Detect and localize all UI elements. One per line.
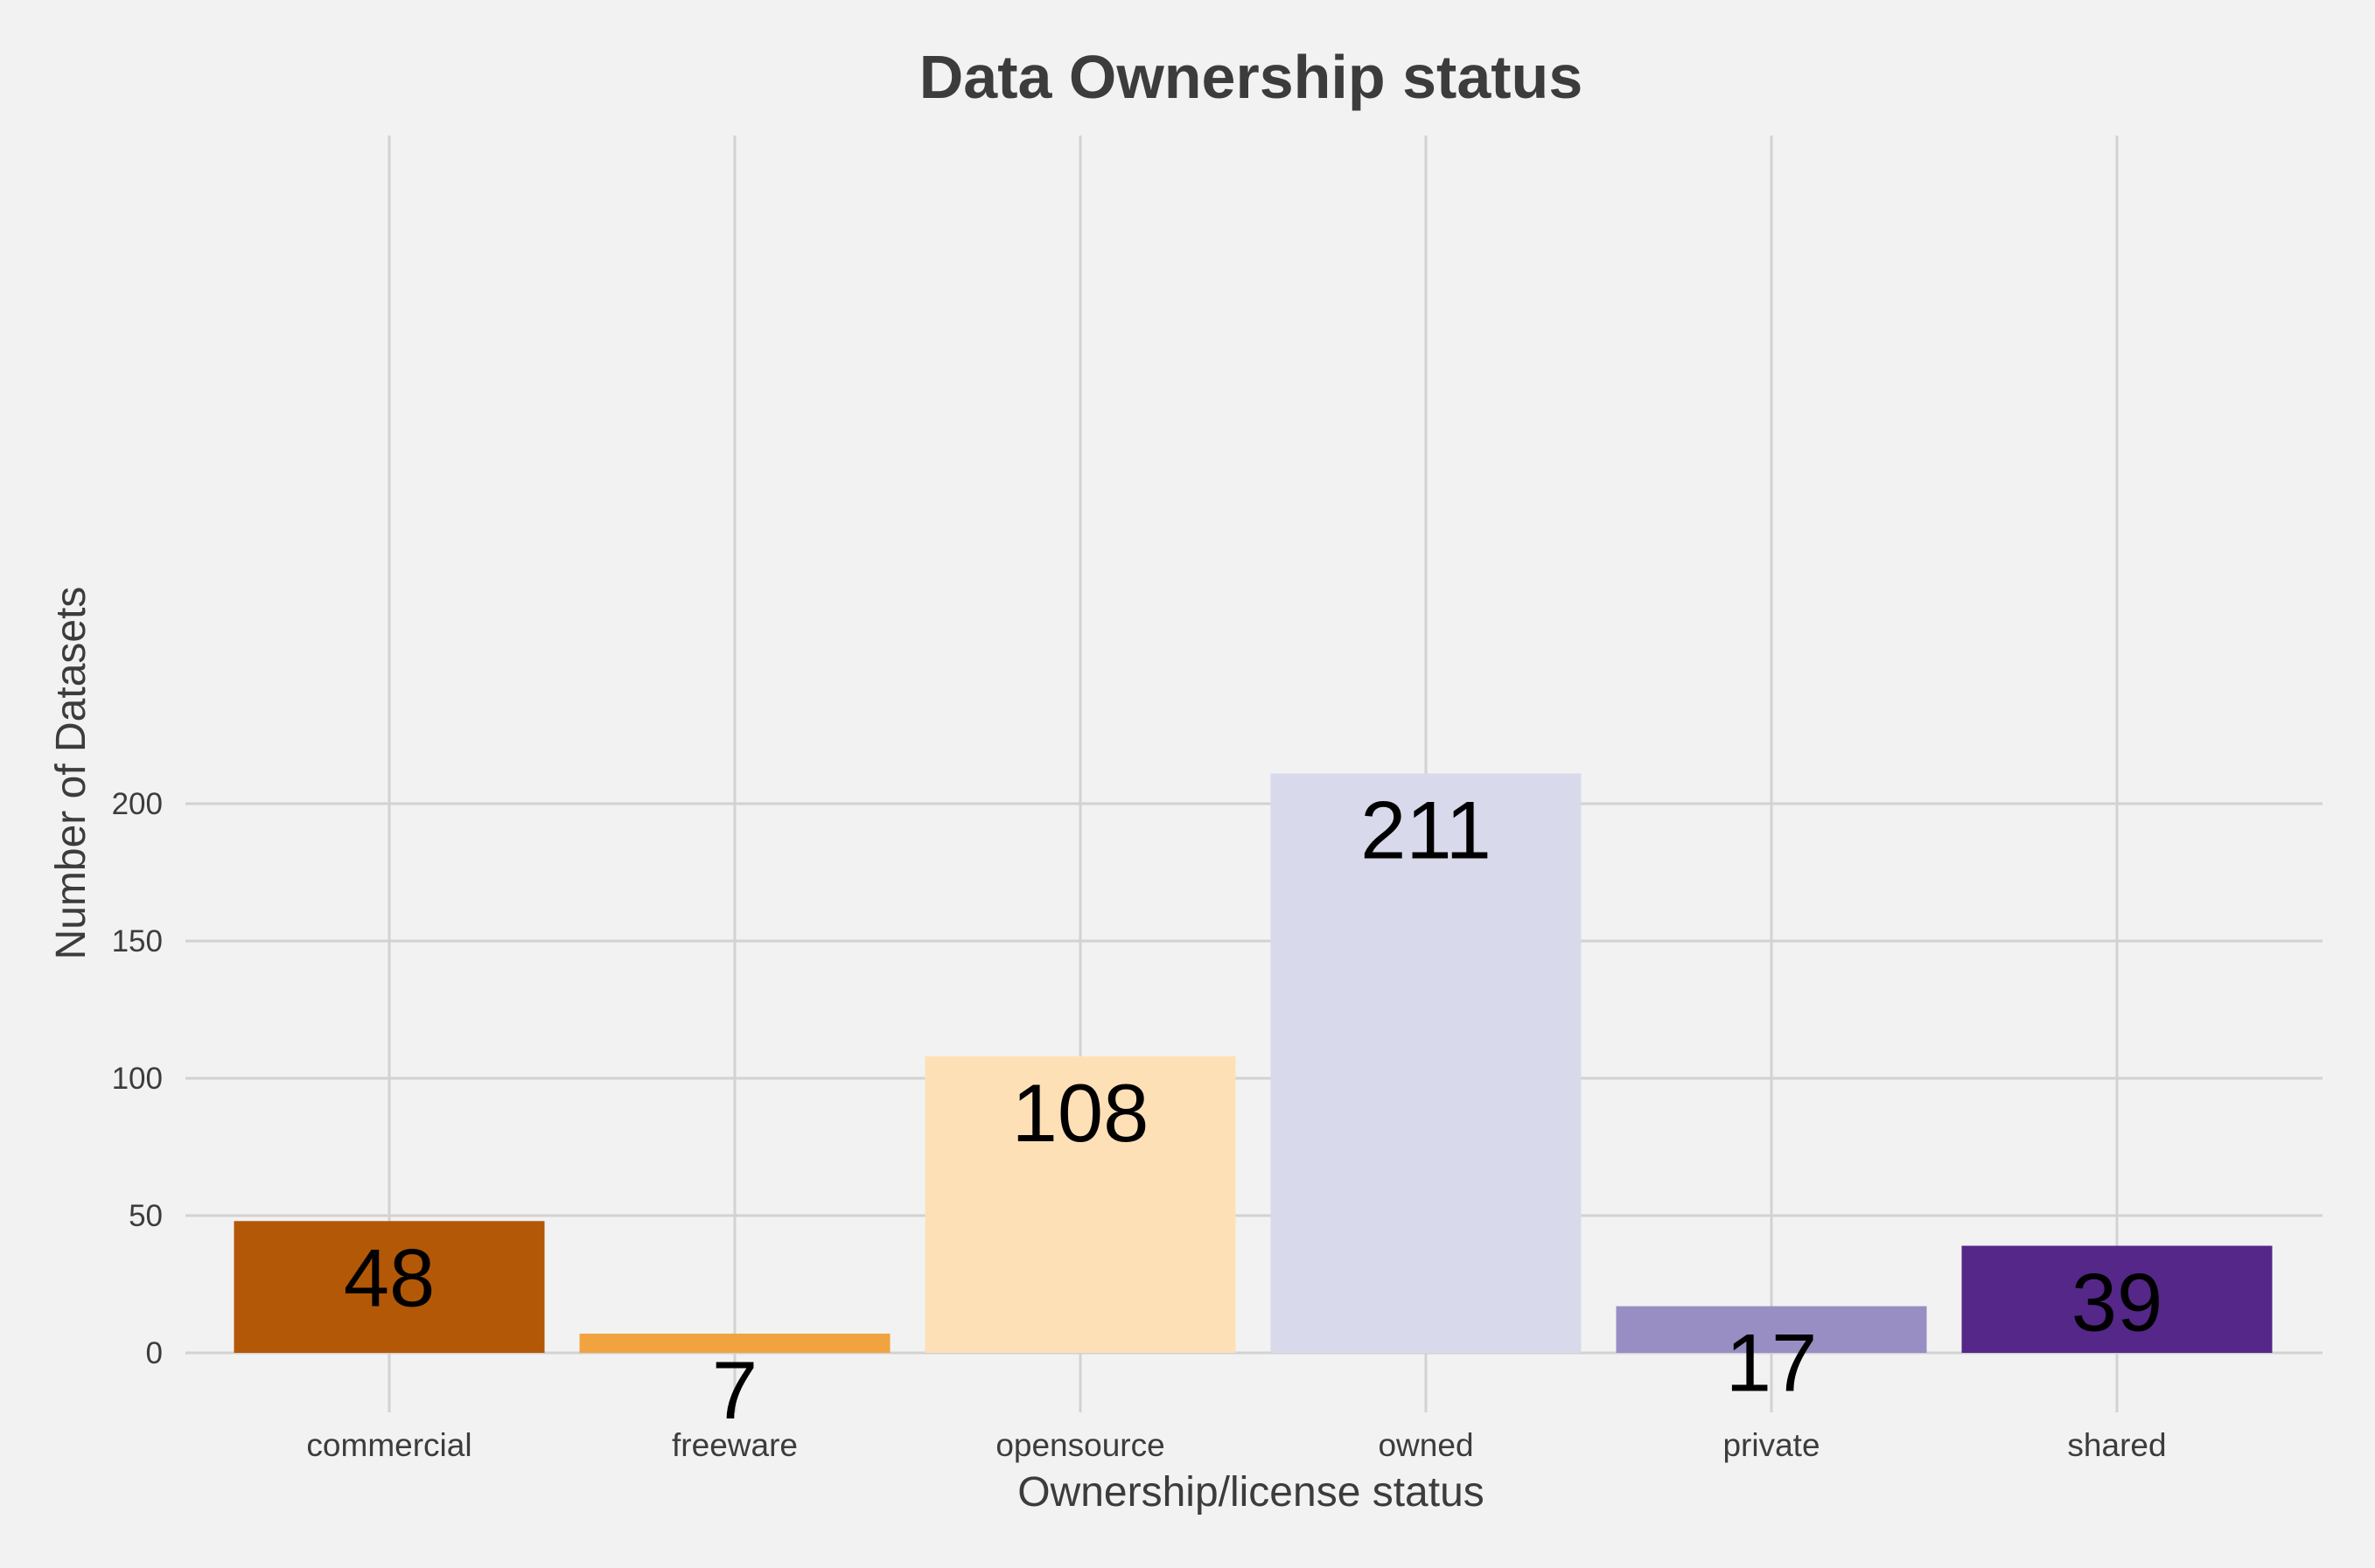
x-tick-label-private: private [1722, 1427, 1820, 1463]
bars [234, 773, 2273, 1353]
data-label-owned: 211 [1360, 784, 1491, 875]
bar-shared [1961, 1245, 2273, 1353]
data-label-private: 17 [1726, 1317, 1818, 1409]
bar-commercial [234, 1221, 545, 1353]
y-tick-label: 0 [146, 1336, 163, 1370]
y-tick-label: 150 [112, 924, 163, 958]
data-label-opensource: 108 [1012, 1067, 1149, 1159]
bar-freeware [579, 1334, 891, 1353]
y-tick-label: 50 [129, 1199, 163, 1233]
data-label-shared: 39 [2071, 1257, 2163, 1348]
x-tick-label-shared: shared [2067, 1427, 2166, 1463]
chart-title: Data Ownership status [919, 43, 1583, 111]
x-tick-label-opensource: opensource [995, 1427, 1164, 1463]
y-tick-label: 200 [112, 787, 163, 821]
y-axis-ticks: 0 50 100 150 200 [112, 787, 163, 1370]
bar-owned [1270, 773, 1582, 1353]
y-tick-label: 100 [112, 1062, 163, 1096]
bar-opensource [925, 1056, 1236, 1353]
x-tick-label-freeware: freeware [672, 1427, 798, 1463]
x-tick-label-owned: owned [1378, 1427, 1473, 1463]
data-label-freeware: 7 [712, 1344, 758, 1436]
data-labels: 48 7 108 211 17 39 [344, 784, 2163, 1436]
gridlines [185, 136, 2323, 1412]
data-label-commercial: 48 [344, 1231, 436, 1323]
x-axis-ticks: commercial freeware opensource owned private… [306, 1427, 2166, 1463]
bar-private [1616, 1306, 1927, 1353]
y-axis-label: Number of Datasets [48, 587, 94, 960]
x-tick-label-commercial: commercial [306, 1427, 472, 1463]
x-axis-label: Ownership/license status [1017, 1469, 1484, 1516]
